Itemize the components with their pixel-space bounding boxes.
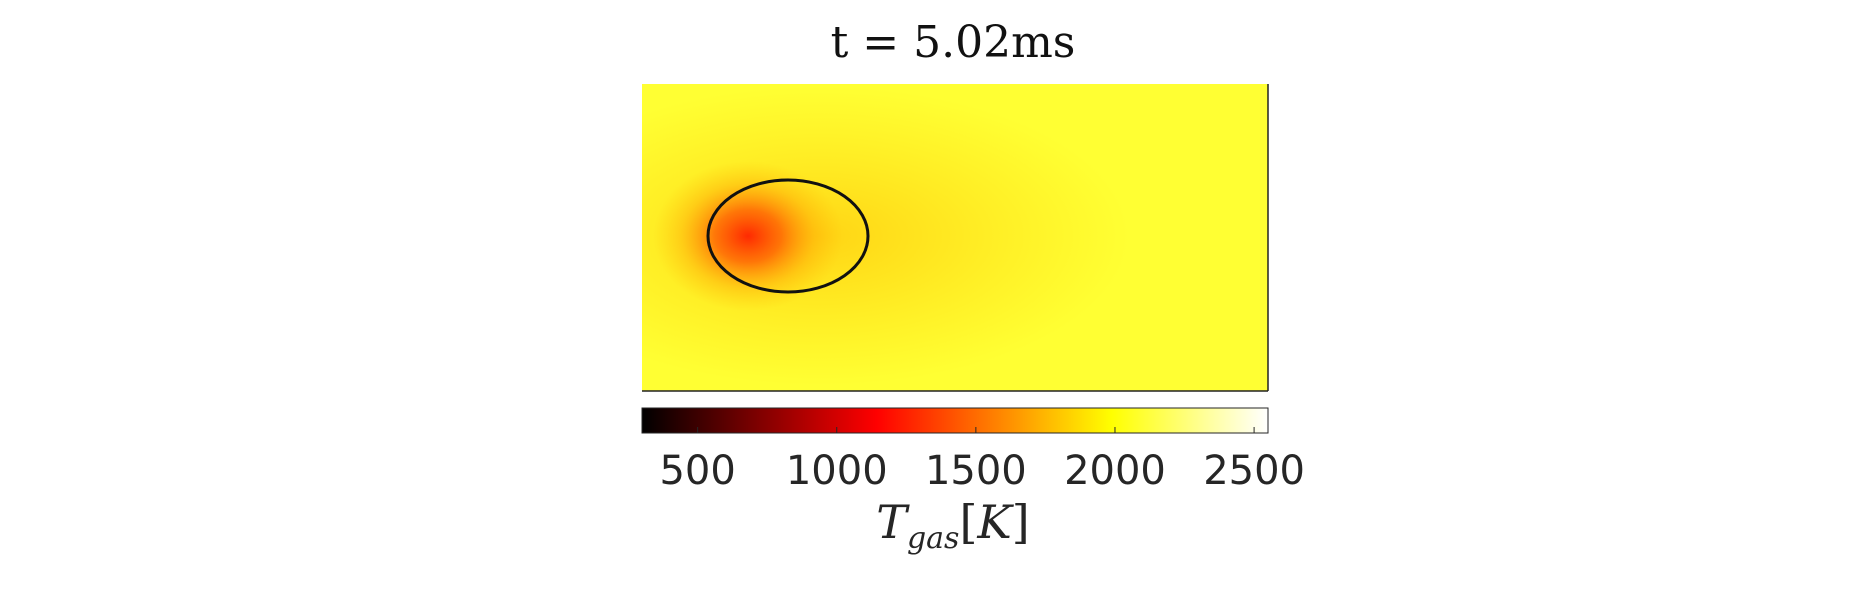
droplet-outline (706, 178, 870, 294)
heatmap-plot (642, 84, 1268, 391)
chart-title: t = 5.02ms (831, 17, 1076, 68)
colorbar-ticks: 500 1000 1500 2000 2500 (659, 427, 1305, 494)
colorbar-label-open: [ (959, 495, 977, 549)
colorbar-tick-label: 2500 (1203, 448, 1305, 494)
heatmap-wake (642, 86, 1130, 386)
colorbar-label-unit: K (976, 495, 1014, 549)
colorbar-label-subscript: gas (907, 521, 960, 556)
colorbar-tick-label: 1500 (925, 448, 1027, 494)
colorbar-tick-label: 500 (659, 448, 735, 494)
colorbar (641, 407, 1269, 434)
heatmap-hotspot (653, 161, 843, 311)
colorbar-tick-label: 1000 (786, 448, 888, 494)
colorbar-label-close: ] (1012, 495, 1030, 549)
svg-text:Tgas[K]: Tgas[K] (876, 495, 1029, 556)
colorbar-label: Tgas[K] (876, 495, 1029, 556)
colorbar-tick-label: 2000 (1064, 448, 1166, 494)
colorbar-label-symbol: T (876, 495, 910, 549)
